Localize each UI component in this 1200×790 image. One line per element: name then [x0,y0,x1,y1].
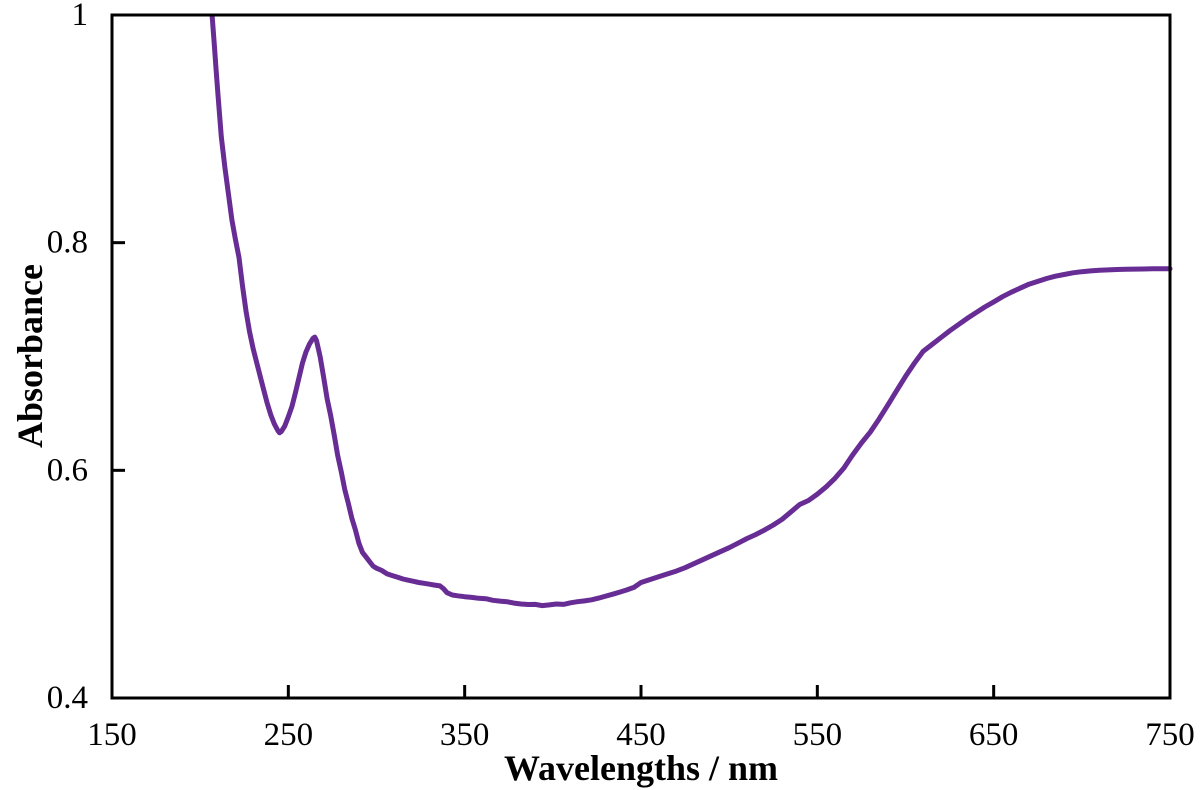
y-tick-label: 1 [72,0,89,33]
y-tick-label: 0.8 [47,225,88,261]
x-axis-title: Wavelengths / nm [504,748,778,788]
x-tick-label: 450 [616,717,666,753]
tick-marks [113,241,996,697]
y-tick-label: 0.4 [47,680,88,716]
x-tick-label: 550 [793,717,843,753]
y-axis-title: Absorbance [10,264,50,448]
spectrum-line [209,15,1173,609]
x-tick-label: 150 [87,717,137,753]
x-tick-label: 750 [1145,717,1195,753]
y-tick-label: 0.6 [47,452,88,488]
axes-box [110,13,1172,700]
x-tick-label: 650 [969,717,1019,753]
plot-area [112,15,1170,698]
x-tick-label: 250 [264,717,314,753]
tick-labels: 150 250 350 450 550 650 750 0.4 0.6 0.8 1 [47,0,1195,753]
x-tick-label: 350 [440,717,490,753]
